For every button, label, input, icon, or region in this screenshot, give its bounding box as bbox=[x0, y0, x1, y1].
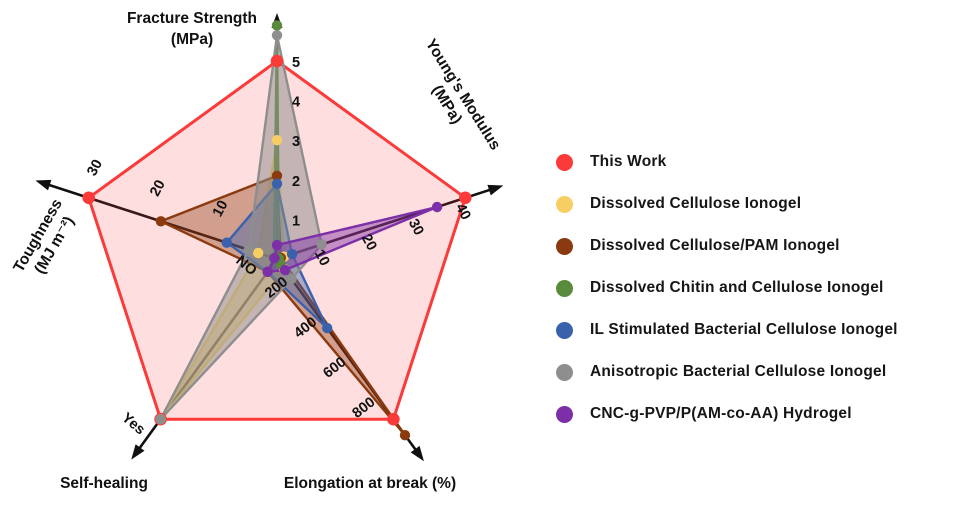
tick-label-fracture-strength: 4 bbox=[292, 95, 300, 111]
axis-arrow-icon bbox=[131, 444, 145, 460]
data-point bbox=[221, 237, 232, 248]
tick-label-youngs-modulus: 30 bbox=[405, 216, 427, 238]
legend-dot-icon bbox=[556, 153, 573, 171]
data-point bbox=[243, 244, 254, 255]
data-point bbox=[387, 412, 400, 426]
legend-label: Anisotropic Bacterial Cellulose Ionogel bbox=[590, 363, 887, 380]
tick-label-toughness: 10 bbox=[210, 198, 232, 220]
axis-title-elongation-at-break: Elongation at break (%) bbox=[284, 475, 456, 492]
legend-dot-icon bbox=[556, 279, 573, 297]
data-point bbox=[269, 253, 280, 264]
data-point bbox=[271, 178, 283, 189]
axis-title-line: Elongation at break (%) bbox=[284, 475, 456, 492]
radar-figure: 1 2 3 4 5 10 20 30 40 200 400 600 800 NO Yes 10 20 30 Frac… bbox=[10, 10, 504, 492]
legend-dot-icon bbox=[556, 321, 573, 339]
data-point bbox=[322, 322, 333, 334]
legend-item-0: This Work bbox=[556, 141, 898, 183]
tick-label-youngs-modulus: 20 bbox=[358, 232, 380, 254]
data-point bbox=[155, 414, 166, 425]
data-point bbox=[270, 54, 284, 68]
tick-label-toughness: 20 bbox=[147, 177, 169, 199]
axis-title-line: (MPa) bbox=[171, 31, 213, 48]
data-point bbox=[271, 20, 283, 31]
data-point bbox=[271, 170, 283, 181]
axis-title-self-healing: Self-healing bbox=[60, 475, 148, 492]
data-point bbox=[155, 216, 167, 227]
axis-title-toughness: Toughness(MJ m⁻²) bbox=[10, 196, 77, 277]
axis-title-line: Fracture Strength bbox=[127, 10, 257, 27]
tick-label-youngs-modulus: 40 bbox=[452, 201, 474, 223]
legend-dot-icon bbox=[556, 237, 573, 255]
data-point bbox=[286, 248, 298, 260]
legend-dot-icon bbox=[556, 363, 573, 381]
axis-title-fracture-strength: Fracture Strength (MPa) bbox=[127, 10, 257, 48]
legend-label: Dissolved Cellulose/PAM Ionogel bbox=[590, 237, 840, 254]
legend-label: Dissolved Cellulose Ionogel bbox=[590, 195, 802, 212]
data-point bbox=[271, 30, 283, 41]
axis-arrow-icon bbox=[487, 184, 504, 196]
data-point bbox=[271, 135, 283, 146]
data-point bbox=[262, 266, 273, 277]
tick-label-youngs-modulus: 10 bbox=[311, 247, 333, 269]
series-dots bbox=[82, 20, 472, 441]
legend-dot-icon bbox=[556, 405, 573, 423]
tick-label-fracture-strength: 2 bbox=[292, 174, 300, 190]
tick-label-toughness: 30 bbox=[84, 157, 106, 179]
data-point bbox=[271, 239, 283, 251]
tick-label-self-healing: Yes bbox=[118, 410, 147, 438]
axis-arrow-icon bbox=[35, 179, 52, 191]
data-point bbox=[459, 191, 472, 205]
legend-item-6: CNC-g-PVP/P(AM-co-AA) Hydrogel bbox=[556, 393, 898, 435]
series-polygon-5 bbox=[159, 34, 323, 421]
tick-label-fracture-strength: 3 bbox=[292, 134, 300, 150]
tick-label-fracture-strength: 5 bbox=[292, 55, 300, 71]
legend-item-4: IL Stimulated Bacterial Cellulose Ionoge… bbox=[556, 309, 898, 351]
legend-label: CNC-g-PVP/P(AM-co-AA) Hydrogel bbox=[590, 405, 852, 422]
data-point bbox=[253, 247, 264, 259]
legend-item-3: Dissolved Chitin and Cellulose Ionogel bbox=[556, 267, 898, 309]
legend: This Work Dissolved Cellulose Ionogel Diss… bbox=[556, 141, 898, 435]
data-point bbox=[286, 273, 297, 285]
axis-title-line: Self-healing bbox=[60, 475, 148, 492]
legend-item-2: Dissolved Cellulose/PAM Ionogel bbox=[556, 225, 898, 267]
data-point bbox=[431, 201, 443, 213]
data-point bbox=[82, 191, 95, 205]
axis-title-youngs-modulus: Young's Modulus(MPa) bbox=[422, 36, 504, 153]
legend-item-1: Dissolved Cellulose Ionogel bbox=[556, 183, 898, 225]
legend-label: Dissolved Chitin and Cellulose Ionogel bbox=[590, 279, 884, 296]
legend-dot-icon bbox=[556, 195, 573, 213]
legend-label: IL Stimulated Bacterial Cellulose Ionoge… bbox=[590, 321, 898, 338]
radar-chart: 1234510203040200400600800NOYes102030Frac… bbox=[10, 10, 504, 492]
data-point bbox=[316, 239, 327, 250]
data-point bbox=[399, 430, 411, 441]
data-point bbox=[279, 264, 291, 276]
axis-arrow-icon bbox=[410, 445, 424, 462]
legend-item-5: Anisotropic Bacterial Cellulose Ionogel bbox=[556, 351, 898, 393]
legend-label: This Work bbox=[590, 153, 667, 170]
tick-label-fracture-strength: 1 bbox=[292, 213, 300, 229]
